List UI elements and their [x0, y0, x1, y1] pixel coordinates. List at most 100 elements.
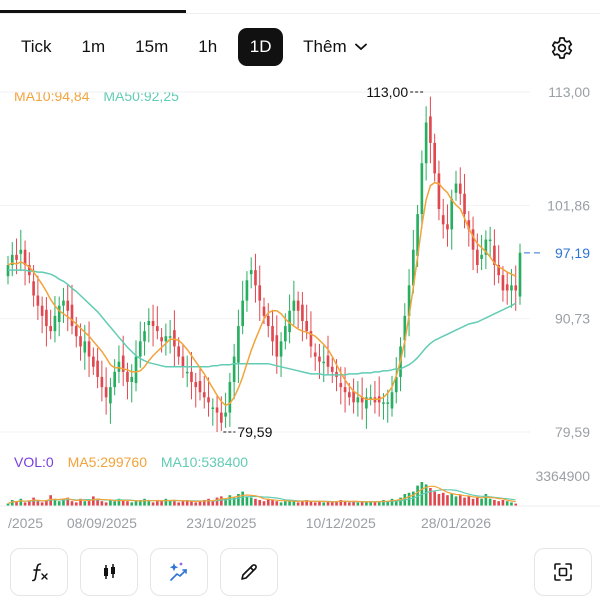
candle-body	[266, 315, 270, 327]
tab-15m[interactable]: 15m	[135, 37, 169, 56]
volume-bar	[305, 500, 308, 506]
legend-vol-ma5: MA5:299760	[67, 454, 147, 470]
candle-body	[365, 397, 368, 409]
draw-button[interactable]	[220, 548, 278, 596]
candle-body	[62, 300, 65, 306]
candle-body	[134, 356, 138, 384]
indicator-button[interactable]	[10, 548, 68, 596]
y-tick-label: 79,59	[555, 424, 590, 440]
candlestick-chart[interactable]: 113,00 101,86 90,73 79,59 97,19 113,00 7…	[0, 0, 600, 540]
chart-type-button[interactable]	[80, 548, 138, 596]
candle-body	[356, 397, 360, 403]
timeframe-tabs: Tick 1m 15m 1h 1D Thêm	[12, 28, 383, 66]
volume-bar	[126, 501, 129, 506]
volume-bar	[92, 496, 95, 506]
settings-button[interactable]	[548, 34, 576, 62]
volume-bar	[458, 495, 462, 506]
volume-bar	[343, 501, 347, 506]
candle-body	[429, 116, 432, 143]
volume-bar	[360, 501, 364, 506]
volume-bar	[181, 501, 185, 506]
tab-1h[interactable]: 1h	[198, 37, 218, 56]
volume-bar	[96, 498, 99, 506]
candle-body	[403, 315, 407, 341]
candle-body	[352, 391, 355, 403]
candle-body	[156, 326, 159, 332]
volume-bar	[143, 498, 146, 506]
candle-body	[160, 337, 163, 342]
ma50-line	[8, 269, 517, 376]
fullscreen-icon	[554, 563, 572, 581]
candle-body	[138, 341, 142, 357]
volume-bar	[330, 502, 334, 506]
volume-bar	[194, 502, 198, 506]
volume-bar	[173, 501, 176, 506]
x-tick-label: 23/10/2025	[186, 515, 256, 531]
tab-more[interactable]: Thêm	[299, 28, 370, 66]
candle-body	[348, 392, 351, 398]
candle-body	[501, 275, 505, 291]
volume-bar	[505, 501, 509, 506]
volume-bar	[168, 500, 172, 506]
tab-1m[interactable]: 1m	[81, 37, 106, 56]
y-tick-label: 113,00	[548, 84, 590, 100]
current-price-label: 97,19	[555, 245, 590, 261]
pen-icon	[241, 564, 257, 580]
candle-body	[185, 371, 189, 374]
volume-bar	[441, 492, 445, 506]
candle-body	[237, 326, 240, 363]
volume-bar	[484, 494, 488, 506]
chevron-down-icon	[354, 43, 367, 51]
candle-body	[245, 280, 249, 301]
x-tick-label: /2025	[8, 515, 43, 531]
volume-bar	[386, 501, 390, 506]
candle-body	[441, 215, 445, 225]
volume-bar	[480, 498, 483, 506]
volume-bar	[266, 498, 270, 506]
candle-body	[301, 304, 304, 321]
ma10-line	[7, 181, 517, 407]
volume-bar	[514, 503, 518, 506]
magic-icon	[169, 562, 187, 581]
candle-body	[343, 387, 347, 393]
fullscreen-button[interactable]	[534, 548, 592, 596]
volume-bar	[245, 496, 249, 506]
candle-body	[313, 352, 317, 357]
candle-body	[292, 300, 296, 311]
candle-body	[53, 315, 57, 332]
candle-body	[194, 382, 198, 388]
volume-bar	[488, 498, 492, 506]
candle-body	[241, 300, 244, 327]
x-tick-label: 28/01/2026	[421, 515, 491, 531]
candle-body	[28, 265, 31, 276]
x-tick-label: 10/12/2025	[306, 515, 376, 531]
candle-body	[126, 371, 129, 383]
volume-bar	[74, 502, 78, 506]
candle-body	[339, 383, 343, 388]
candle-body	[326, 355, 330, 367]
candle-body	[322, 361, 326, 364]
volume-bar	[79, 498, 82, 506]
candle-body	[177, 346, 180, 357]
candle-body	[215, 407, 219, 413]
volume-bar	[322, 502, 326, 506]
candle-body	[104, 387, 108, 398]
volume-legend: VOL:0 MA5:299760 MA10:538400	[14, 454, 258, 470]
ai-analysis-button[interactable]	[150, 548, 208, 596]
volume-bar	[190, 501, 193, 506]
candle-body	[271, 326, 274, 342]
candle-body	[40, 305, 44, 316]
tab-1d[interactable]: 1D	[238, 28, 284, 66]
volume-bar	[177, 502, 180, 506]
volume-bar	[373, 502, 377, 506]
chart-toolbar	[8, 548, 592, 596]
volume-bar	[45, 500, 48, 506]
tab-tick[interactable]: Tick	[21, 37, 52, 56]
high-price-label: 113,00	[366, 84, 408, 100]
volume-bar	[258, 500, 262, 506]
volume-bar	[232, 497, 236, 506]
candle-body	[437, 173, 441, 210]
volume-bar	[463, 497, 466, 506]
volume-bar	[365, 502, 368, 506]
candle-body	[173, 330, 176, 347]
